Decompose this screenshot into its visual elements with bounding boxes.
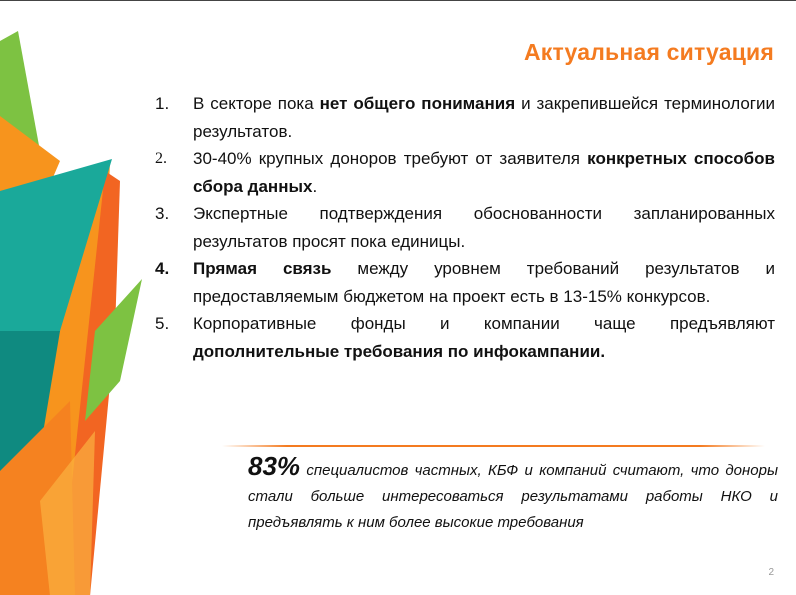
list-item-text: Прямая связь между уровнем требований ре… xyxy=(193,255,775,310)
list-item-number: 1. xyxy=(155,94,170,113)
body-text: Корпоративные фонды и компании чаще пред… xyxy=(193,314,775,333)
list-item-number: 3. xyxy=(155,204,170,223)
quote-block: 83% специалистов частных, КБФ и компаний… xyxy=(248,453,778,536)
slide-title: Актуальная ситуация xyxy=(523,39,774,65)
findings-list: 1. В секторе пока нет общего понимания и … xyxy=(155,90,775,365)
list-item-number: 2. xyxy=(155,150,167,167)
list-item-text: 30-40% крупных доноров требуют от заявит… xyxy=(193,145,775,200)
list-item: 4. Прямая связь между уровнем требований … xyxy=(155,255,775,310)
quote-highlight: 83% xyxy=(248,451,301,481)
body-text: между уровнем требований результатов и п… xyxy=(193,259,775,306)
green-shape-mid xyxy=(85,279,142,421)
emphasis-text: Прямая связь xyxy=(193,259,332,278)
list-item-text: Корпоративные фонды и компании чаще пред… xyxy=(193,310,775,365)
emphasis-text: конкретных способов сбора данных xyxy=(193,149,775,196)
body-text: и закрепившейся терминологии результатов… xyxy=(193,94,775,141)
list-item-text: В секторе пока нет общего понимания и за… xyxy=(193,90,775,145)
body-text: . xyxy=(312,176,318,196)
list-item: 5. Корпоративные фонды и компании чаще пр… xyxy=(155,310,775,365)
emphasis-text: дополнительные требования по инфокампани… xyxy=(193,341,606,361)
list-item-number: 5. xyxy=(155,314,170,333)
quote-text: специалистов частных, КБФ и компаний счи… xyxy=(248,462,778,531)
light-orange-shape xyxy=(40,431,95,595)
list-item: 3. Экспертные подтверждения обоснованност… xyxy=(155,200,775,255)
divider-line xyxy=(222,445,765,447)
list-item-text: Экспертные подтверждения обоснованности … xyxy=(193,200,775,255)
body-text: Экспертные подтверждения обоснованности … xyxy=(193,204,775,251)
page-number: 2 xyxy=(768,567,774,578)
decorative-shapes xyxy=(0,31,142,595)
list-item-number: 4. xyxy=(155,259,170,278)
list-item: 2. 30-40% крупных доноров требуют от заяв… xyxy=(155,145,775,200)
list-item: 1. В секторе пока нет общего понимания и … xyxy=(155,90,775,145)
body-text: В секторе пока xyxy=(193,94,320,113)
body-text: 30-40% крупных доноров требуют от заявит… xyxy=(193,149,588,168)
emphasis-text: нет общего понимания xyxy=(319,94,516,113)
